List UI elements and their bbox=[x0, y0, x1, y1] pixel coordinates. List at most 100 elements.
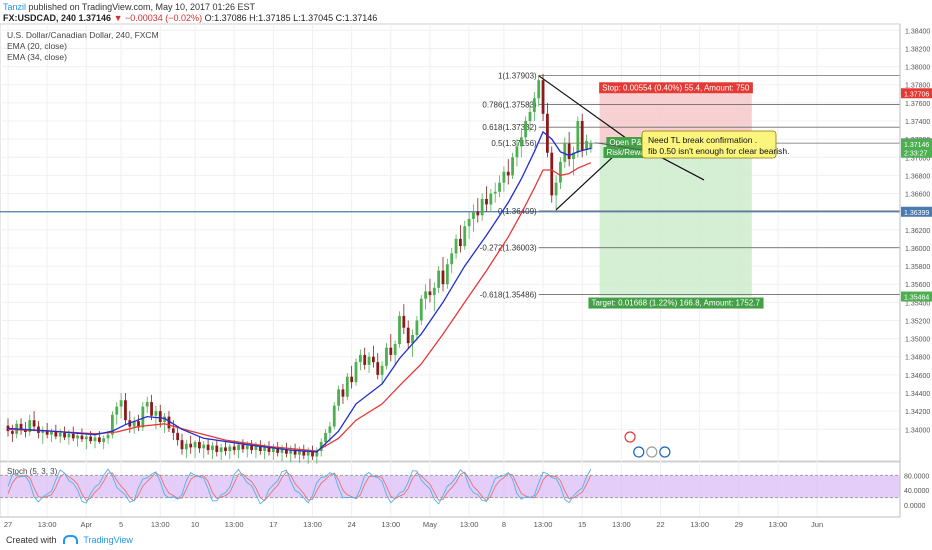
price-tag-label: 2:33:27 bbox=[904, 151, 927, 158]
candle-body bbox=[267, 447, 271, 452]
time-tick-label: 15 bbox=[578, 520, 586, 529]
candle bbox=[163, 412, 166, 433]
candle-body bbox=[298, 451, 301, 455]
candle-body bbox=[480, 198, 484, 216]
candle-body bbox=[506, 171, 510, 176]
candle bbox=[506, 159, 510, 185]
candle bbox=[345, 373, 349, 401]
candle-body bbox=[6, 425, 10, 432]
candle-body bbox=[546, 113, 549, 153]
price-tag-bg bbox=[901, 206, 932, 217]
candle bbox=[71, 426, 75, 442]
price-change: ▼ −0.00034 (−0.02%) bbox=[113, 13, 203, 23]
candle bbox=[493, 182, 497, 203]
candle-body bbox=[106, 434, 110, 439]
time-tick-label: 10 bbox=[191, 520, 199, 529]
candle-body bbox=[432, 287, 436, 296]
candle bbox=[367, 352, 371, 374]
candle bbox=[176, 427, 180, 446]
candle-body bbox=[559, 161, 562, 183]
candle bbox=[237, 441, 240, 459]
candle-body bbox=[19, 423, 23, 430]
candle-body bbox=[541, 80, 545, 114]
candle bbox=[19, 418, 23, 435]
candle-body bbox=[250, 445, 253, 451]
price-tick-label: 1.34600 bbox=[905, 373, 930, 380]
price-tick-label: 1.35000 bbox=[905, 337, 930, 344]
author-link[interactable]: Tanzil bbox=[3, 2, 27, 12]
candle bbox=[489, 189, 493, 212]
candle bbox=[193, 440, 197, 459]
fib-level-label: 0.618(1.37332) bbox=[482, 123, 537, 132]
candle-body bbox=[537, 80, 541, 99]
stoch-legend: Stoch (5, 3, 3) bbox=[7, 467, 58, 476]
time-tick-label: 17 bbox=[269, 520, 277, 529]
candle bbox=[432, 282, 436, 312]
candle-body bbox=[224, 447, 227, 452]
candle bbox=[145, 396, 149, 413]
candle-body bbox=[263, 447, 267, 452]
candle-body bbox=[358, 354, 362, 363]
candle-body bbox=[380, 365, 384, 375]
candle bbox=[450, 247, 454, 274]
candle bbox=[502, 166, 506, 192]
candle bbox=[472, 204, 475, 232]
candle-body bbox=[437, 270, 441, 288]
candle bbox=[567, 131, 571, 167]
candle-body bbox=[563, 143, 567, 162]
time-tick-label: 13:00 bbox=[303, 520, 322, 529]
time-axis: 27 13:00 Apr 5 13:00 10 13:00 17 13:00 24 13:00 May… bbox=[0, 516, 900, 529]
candle-body bbox=[232, 446, 236, 451]
candle bbox=[84, 433, 88, 450]
candle bbox=[441, 257, 445, 292]
candle-body bbox=[476, 211, 480, 216]
candle-body bbox=[493, 191, 497, 194]
time-tick-label: 24 bbox=[347, 520, 355, 529]
candle-body bbox=[302, 451, 306, 456]
fib-level-label: 0.5(1.37156) bbox=[491, 139, 537, 148]
candle bbox=[241, 439, 245, 453]
symbol-header: FX:USDCAD, 240 1.37146 ▼ −0.00034 (−0.02… bbox=[3, 13, 377, 23]
candle-body bbox=[572, 152, 575, 160]
candle bbox=[537, 75, 541, 107]
candle bbox=[180, 433, 184, 455]
candle-body bbox=[219, 447, 223, 452]
candle-body bbox=[319, 441, 323, 452]
price-tag-bg bbox=[901, 139, 932, 150]
candle-body bbox=[254, 446, 258, 451]
candle-body bbox=[80, 435, 84, 440]
candle bbox=[424, 284, 427, 310]
candle bbox=[93, 434, 97, 449]
time-tick-label: 29 bbox=[735, 520, 743, 529]
candle-body bbox=[393, 344, 397, 355]
time-tick-label: Apr bbox=[80, 520, 92, 529]
candle bbox=[32, 411, 36, 432]
candle bbox=[315, 447, 319, 464]
time-tick-label: May bbox=[423, 520, 437, 529]
candle-body bbox=[459, 238, 462, 247]
price-tick-label: 1.38400 bbox=[905, 28, 930, 35]
candle-body bbox=[154, 411, 158, 416]
candle bbox=[528, 102, 532, 132]
price-tick-label: 1.37400 bbox=[905, 119, 930, 126]
candle bbox=[498, 175, 501, 198]
candle bbox=[393, 340, 397, 366]
candle-body bbox=[10, 431, 14, 434]
candle bbox=[589, 140, 593, 153]
candle-body bbox=[328, 426, 332, 433]
candle bbox=[211, 441, 214, 460]
candle-body bbox=[524, 121, 528, 138]
footer-brand[interactable]: TradingView bbox=[83, 535, 133, 545]
fib-level-label: -0.272(1.36003) bbox=[480, 244, 537, 253]
candle-body bbox=[150, 402, 153, 416]
candle bbox=[311, 445, 314, 461]
time-tick-label: Jun bbox=[811, 520, 823, 529]
candle bbox=[115, 402, 119, 425]
candle bbox=[6, 418, 10, 437]
candle-body bbox=[67, 433, 71, 438]
candle-body bbox=[337, 389, 340, 406]
annotation-box bbox=[641, 130, 777, 159]
fib-level-label: 1(1.37903) bbox=[498, 71, 537, 80]
